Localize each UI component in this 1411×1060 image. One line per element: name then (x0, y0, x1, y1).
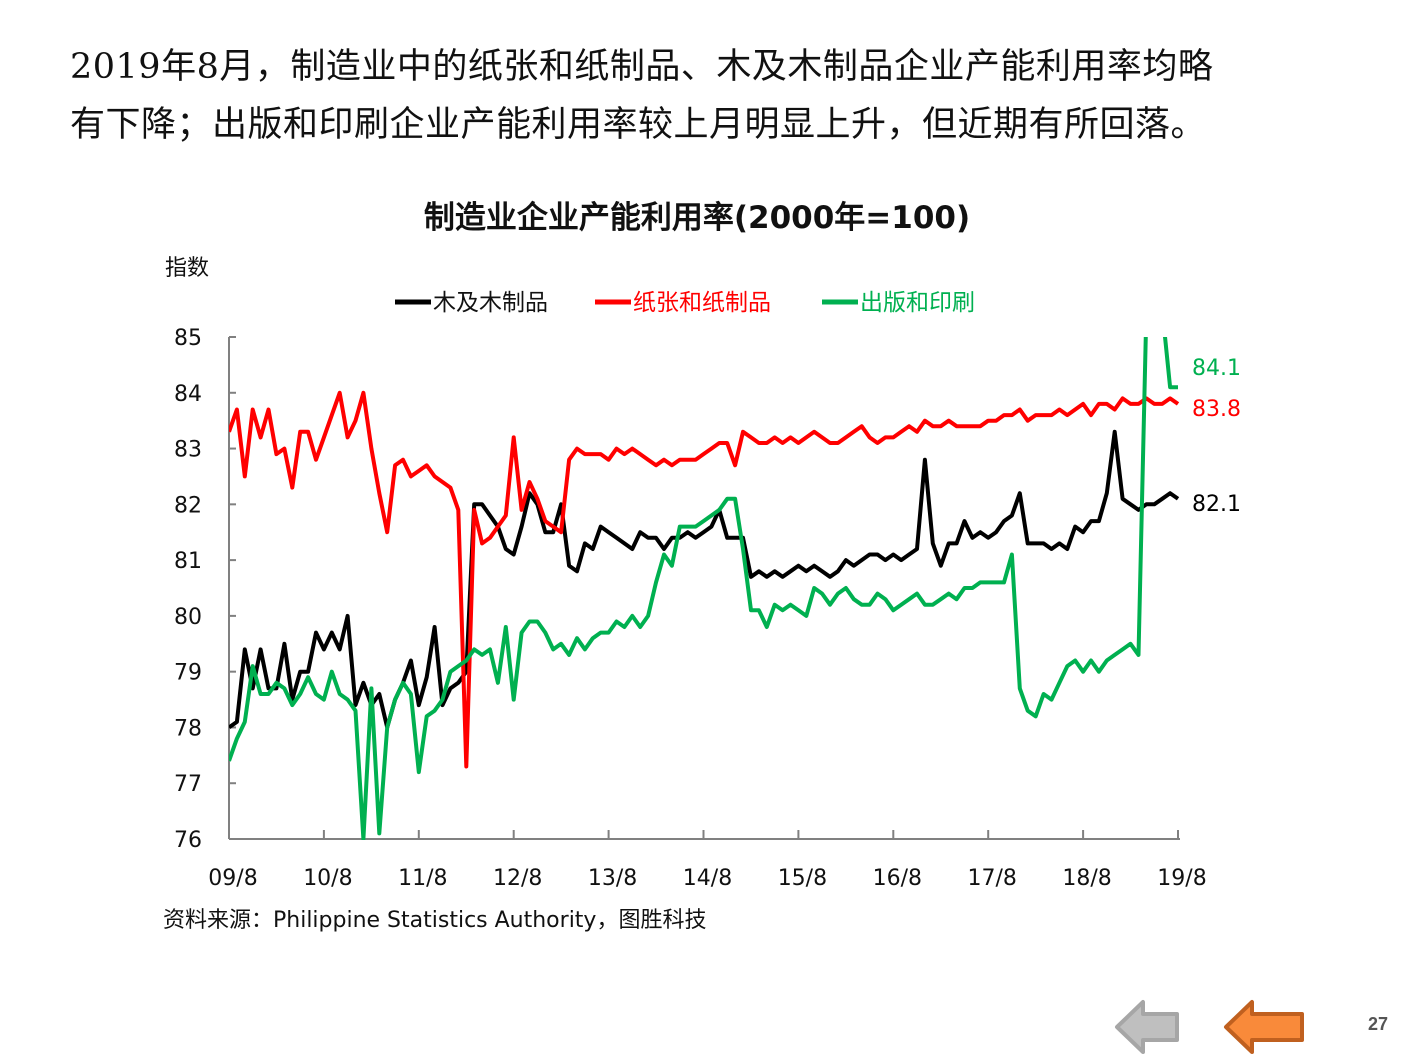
x-tick-label: 15/8 (778, 866, 827, 891)
end-value-label: 84.1 (1192, 356, 1241, 381)
heading-line-1: 2019年8月，制造业中的纸张和纸制品、木及木制品企业产能利用率均略 (70, 47, 1214, 87)
end-value-label: 82.1 (1192, 492, 1241, 517)
heading-line-2: 有下降；出版和印刷企业产能利用率较上月明显上升，但近期有所回落。 (70, 105, 1207, 145)
series-line-0 (229, 429, 1180, 730)
x-tick-label: 14/8 (683, 866, 732, 891)
y-tick-label: 81 (174, 549, 202, 574)
x-tick-label: 09/8 (208, 866, 257, 891)
x-tick-label: 12/8 (493, 866, 542, 891)
source-note: 资料来源：Philippine Statistics Authority，图胜科… (163, 908, 706, 933)
slide-heading: 2019年8月，制造业中的纸张和纸制品、木及木制品企业产能利用率均略 有下降；出… (70, 38, 1360, 154)
x-tick-label: 13/8 (588, 866, 637, 891)
back-button[interactable] (1222, 998, 1308, 1060)
y-tick-label: 82 (174, 493, 202, 518)
y-tick-label: 80 (174, 605, 202, 630)
y-tick-label: 79 (174, 661, 202, 686)
x-tick-label: 11/8 (398, 866, 447, 891)
arrow-left-gray-icon (1115, 1000, 1179, 1054)
previous-slide-button[interactable] (1113, 998, 1183, 1060)
end-value-label: 83.8 (1192, 397, 1241, 422)
y-tick-label: 84 (174, 382, 202, 407)
y-tick-label: 85 (174, 326, 202, 351)
y-tick-label: 77 (174, 772, 202, 797)
chart-title: 制造业企业产能利用率(2000年=100) (424, 200, 970, 236)
x-tick-label: 16/8 (873, 866, 922, 891)
x-tick-label: 17/8 (967, 866, 1016, 891)
series-line-1 (229, 390, 1180, 769)
series-lines (229, 337, 1180, 840)
arrow-left-orange-icon (1224, 1000, 1304, 1054)
axes: 76 77 78 79 80 81 82 83 84 85 09/8 10/8 11/8 12/8 13/8… (174, 326, 1207, 891)
y-tick-label: 78 (174, 716, 202, 741)
y-tick-label: 76 (174, 828, 202, 853)
series-line-2 (229, 337, 1178, 840)
legend-label: 纸张和纸制品 (633, 290, 771, 316)
legend-label: 出版和印刷 (860, 290, 975, 316)
y-tick-label: 83 (174, 438, 202, 463)
legend-label: 木及木制品 (433, 290, 548, 316)
y-axis-label: 指数 (165, 256, 209, 281)
x-tick-label: 19/8 (1157, 866, 1206, 891)
end-labels: 82.1 83.8 84.1 (1192, 356, 1241, 517)
x-tick-label: 18/8 (1062, 866, 1111, 891)
legend: 木及木制品 纸张和纸制品 出版和印刷 (395, 290, 975, 316)
page-number: 27 (1368, 1014, 1389, 1034)
x-tick-label: 10/8 (303, 866, 352, 891)
